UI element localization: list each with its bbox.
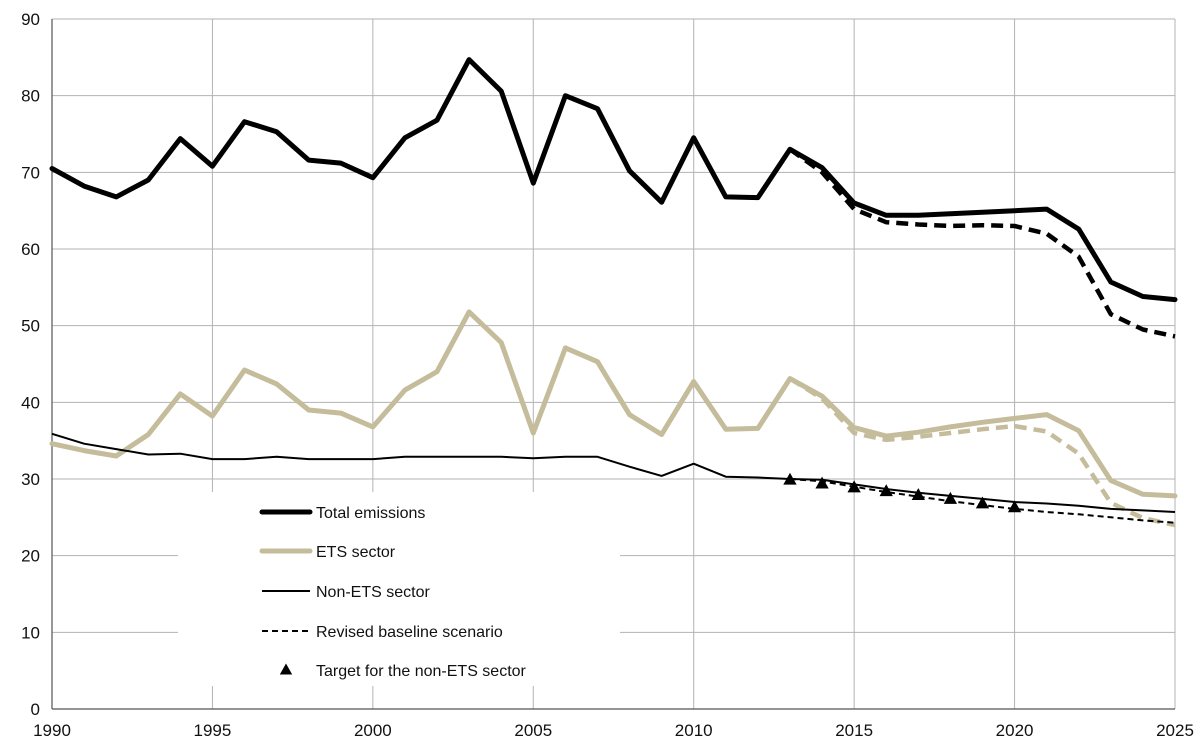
target-marker-triangle: [879, 484, 893, 497]
projection-thick-dashed-line: [788, 376, 1176, 528]
y-tick-label: 60: [21, 240, 40, 259]
x-tick-label: 2005: [514, 721, 552, 740]
legend-label: Non-ETS sector: [316, 584, 430, 601]
x-tick-label: 2015: [835, 721, 873, 740]
y-tick-label: 90: [21, 10, 40, 29]
x-tick-label: 1990: [33, 721, 71, 740]
non-ets-sector-thin-solid-line: [51, 432, 1176, 513]
y-tick-label: 40: [21, 393, 40, 412]
y-tick-label: 80: [21, 87, 40, 106]
legend-label: Revised baseline scenario: [316, 624, 503, 641]
y-tick-label: 30: [21, 470, 40, 489]
target-marker-triangle: [783, 472, 797, 485]
y-tick-label: 10: [21, 623, 40, 642]
y-tick-label: 50: [21, 317, 40, 336]
y-tick-label: 70: [21, 163, 40, 182]
x-tick-label: 2010: [675, 721, 713, 740]
target-marker-triangle: [847, 480, 861, 493]
ets-sector-thick-solid-line: [49, 309, 1178, 499]
y-tick-label: 20: [21, 547, 40, 566]
tick-labels: 0 10 20 30 40 50 60 70 80 90 1990 1995 2000 2005 2010 2…: [21, 10, 1194, 740]
projection-thick-dashed-line: [788, 147, 1176, 339]
y-tick-label: 0: [31, 700, 40, 719]
target-marker-triangle: [975, 496, 990, 509]
x-tick-label: 2025: [1156, 721, 1194, 740]
legend-triangle-icon: [279, 663, 293, 675]
target-marker-triangle: [943, 491, 958, 504]
x-tick-label: 1995: [194, 721, 232, 740]
grid-lines: [51, 18, 1176, 710]
legend: Total emissions ETS sector Non-ETS sector R…: [259, 505, 527, 680]
data-series: [49, 57, 1178, 528]
target-marker-triangle: [911, 488, 925, 500]
legend-label: Total emissions: [316, 505, 425, 522]
x-tick-label: 2000: [354, 721, 392, 740]
legend-label: ETS sector: [316, 544, 396, 561]
legend-label: Target for the non-ETS sector: [316, 663, 527, 680]
target-marker-triangle: [815, 476, 829, 489]
total-emissions-thick-solid-line: [49, 57, 1178, 303]
x-tick-label: 2020: [996, 721, 1034, 740]
target-marker-triangle: [1007, 500, 1022, 513]
